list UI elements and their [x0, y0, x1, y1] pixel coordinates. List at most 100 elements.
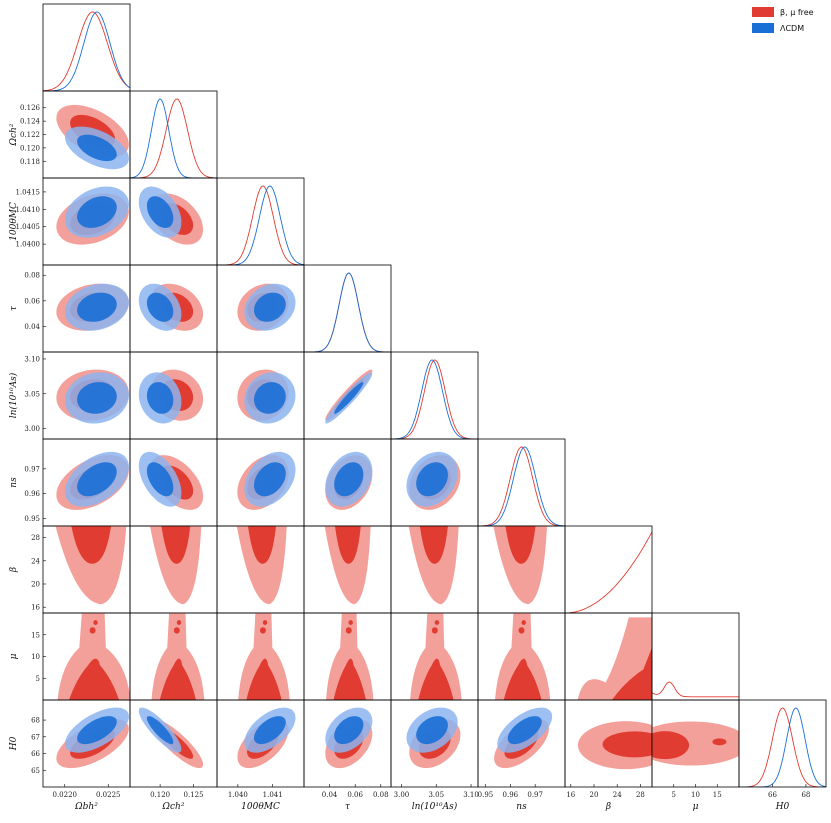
panel-ns-omegabh2 — [56, 451, 129, 510]
contour-island-red — [518, 627, 525, 634]
contour-68-blue — [254, 292, 286, 322]
contour-95-red — [149, 526, 202, 605]
contour-island-red — [431, 627, 438, 634]
x-axis-label-ns: ns — [516, 802, 527, 812]
x-tick-label: 28 — [636, 791, 645, 799]
marginal-red-tau — [304, 272, 391, 352]
panel-ns-omegach2 — [138, 451, 204, 510]
contour-island-red — [434, 620, 440, 625]
y-tick-label: 10 — [31, 653, 40, 661]
contour-68-blue — [334, 382, 364, 414]
panel-mu-omegabh2 — [57, 613, 130, 700]
contour-68-red — [419, 526, 448, 564]
contour-95-red — [238, 613, 290, 700]
contour-68-blue — [254, 462, 286, 497]
panel-ns-theta — [237, 451, 296, 510]
contour-68-blue — [416, 716, 448, 745]
x-tick-label: 10 — [691, 791, 700, 799]
marginal-blue-theta — [217, 185, 304, 265]
marginal-blue-ns — [478, 446, 565, 526]
x-axis-label-omegabh2: Ωbh² — [74, 802, 98, 812]
panel-ns-ns — [478, 446, 565, 526]
y-tick-label: 1.0405 — [16, 223, 41, 231]
y-tick-label: 3.10 — [24, 355, 40, 363]
y-tick-label: 15 — [31, 631, 40, 639]
x-tick-label: 5 — [672, 791, 676, 799]
marginal-blue-lnAs — [391, 359, 478, 439]
contour-68-blue — [416, 462, 448, 497]
y-axis-label-mu: μ — [9, 653, 19, 659]
contour-68-red — [611, 647, 652, 700]
contour-95-red — [55, 526, 127, 605]
panel-frame — [216, 177, 305, 266]
x-tick-label: 1.041 — [263, 791, 283, 799]
contour-68-blue — [77, 716, 117, 745]
contour-68-red — [71, 526, 112, 564]
legend-swatch — [752, 7, 774, 17]
panel-H0-ns — [494, 707, 553, 769]
y-tick-label: 3.00 — [24, 425, 40, 433]
y-tick-label: 28 — [31, 534, 40, 542]
y-axis-label-omegach2: Ωch² — [9, 123, 19, 146]
y-axis-label-tau: τ — [9, 305, 19, 311]
marginal-red-beta — [565, 531, 652, 613]
x-axis-label-theta: 100θMC — [241, 802, 280, 812]
panel-lnAs-lnAs — [391, 359, 478, 439]
panel-tau-theta — [237, 283, 296, 331]
x-tick-label: 0.08 — [373, 791, 389, 799]
panel-beta-ns — [493, 526, 547, 605]
x-tick-label: 0.120 — [150, 791, 170, 799]
legend-label: ΛCDM — [780, 24, 804, 33]
x-tick-label: 3.10 — [463, 791, 479, 799]
y-axis-label-H0: H0 — [9, 736, 19, 751]
panel-beta-beta — [565, 531, 652, 613]
contour-95-red — [57, 613, 130, 700]
y-tick-label: 1.0415 — [16, 188, 41, 196]
x-tick-label: 66 — [768, 791, 777, 799]
y-tick-label: 0.118 — [20, 158, 40, 166]
contour-95-red — [151, 613, 205, 700]
panel-frame — [564, 525, 653, 614]
y-tick-label: 0.96 — [24, 490, 40, 498]
panel-beta-theta — [236, 526, 287, 605]
x-tick-label: 3.00 — [394, 791, 410, 799]
y-tick-label: 5 — [36, 675, 40, 683]
x-axis-label-omegach2: Ωch² — [162, 802, 185, 812]
contour-95-red — [495, 613, 551, 700]
contour-68-red — [503, 658, 542, 700]
x-axis-label-lnAs: ln(10¹⁰As) — [412, 801, 458, 812]
contour-95-red — [408, 526, 459, 605]
x-tick-label: 0.04 — [322, 791, 338, 799]
panel-mu-ns — [495, 613, 551, 700]
panel-mu-mu — [652, 681, 739, 698]
panel-H0-H0 — [739, 707, 826, 787]
panel-frame — [390, 351, 479, 440]
y-tick-label: 1.0410 — [16, 206, 41, 214]
marginal-red-omegach2 — [130, 98, 217, 178]
panel-ns-tau — [325, 451, 373, 510]
x-axis-label-H0: H0 — [775, 802, 790, 812]
panel-beta-omegach2 — [149, 526, 202, 605]
contour-68-red — [159, 658, 197, 700]
panel-H0-omegach2 — [138, 707, 204, 769]
contour-95-red — [493, 526, 547, 605]
x-tick-label: 0.97 — [527, 791, 543, 799]
y-tick-label: 0.06 — [24, 297, 40, 305]
x-tick-label: 1.040 — [228, 791, 248, 799]
panel-H0-lnAs — [406, 707, 461, 769]
contour-68-red — [505, 526, 536, 564]
x-tick-label: 20 — [590, 791, 599, 799]
y-axis-label-theta: 100θMC — [9, 202, 19, 241]
contour-68-red — [246, 658, 282, 700]
y-tick-label: 1.0400 — [16, 241, 41, 249]
panel-theta-omegabh2 — [56, 186, 129, 245]
contour-68-blue — [146, 716, 174, 745]
contour-68-blue — [146, 462, 174, 497]
y-tick-label: 65 — [31, 767, 40, 775]
panel-lnAs-tau — [325, 369, 373, 424]
marginal-red-theta — [217, 185, 304, 265]
contour-68-blue — [77, 462, 117, 497]
panel-frame — [477, 438, 566, 527]
panel-mu-tau — [326, 613, 374, 700]
contour-island-red — [259, 627, 266, 634]
